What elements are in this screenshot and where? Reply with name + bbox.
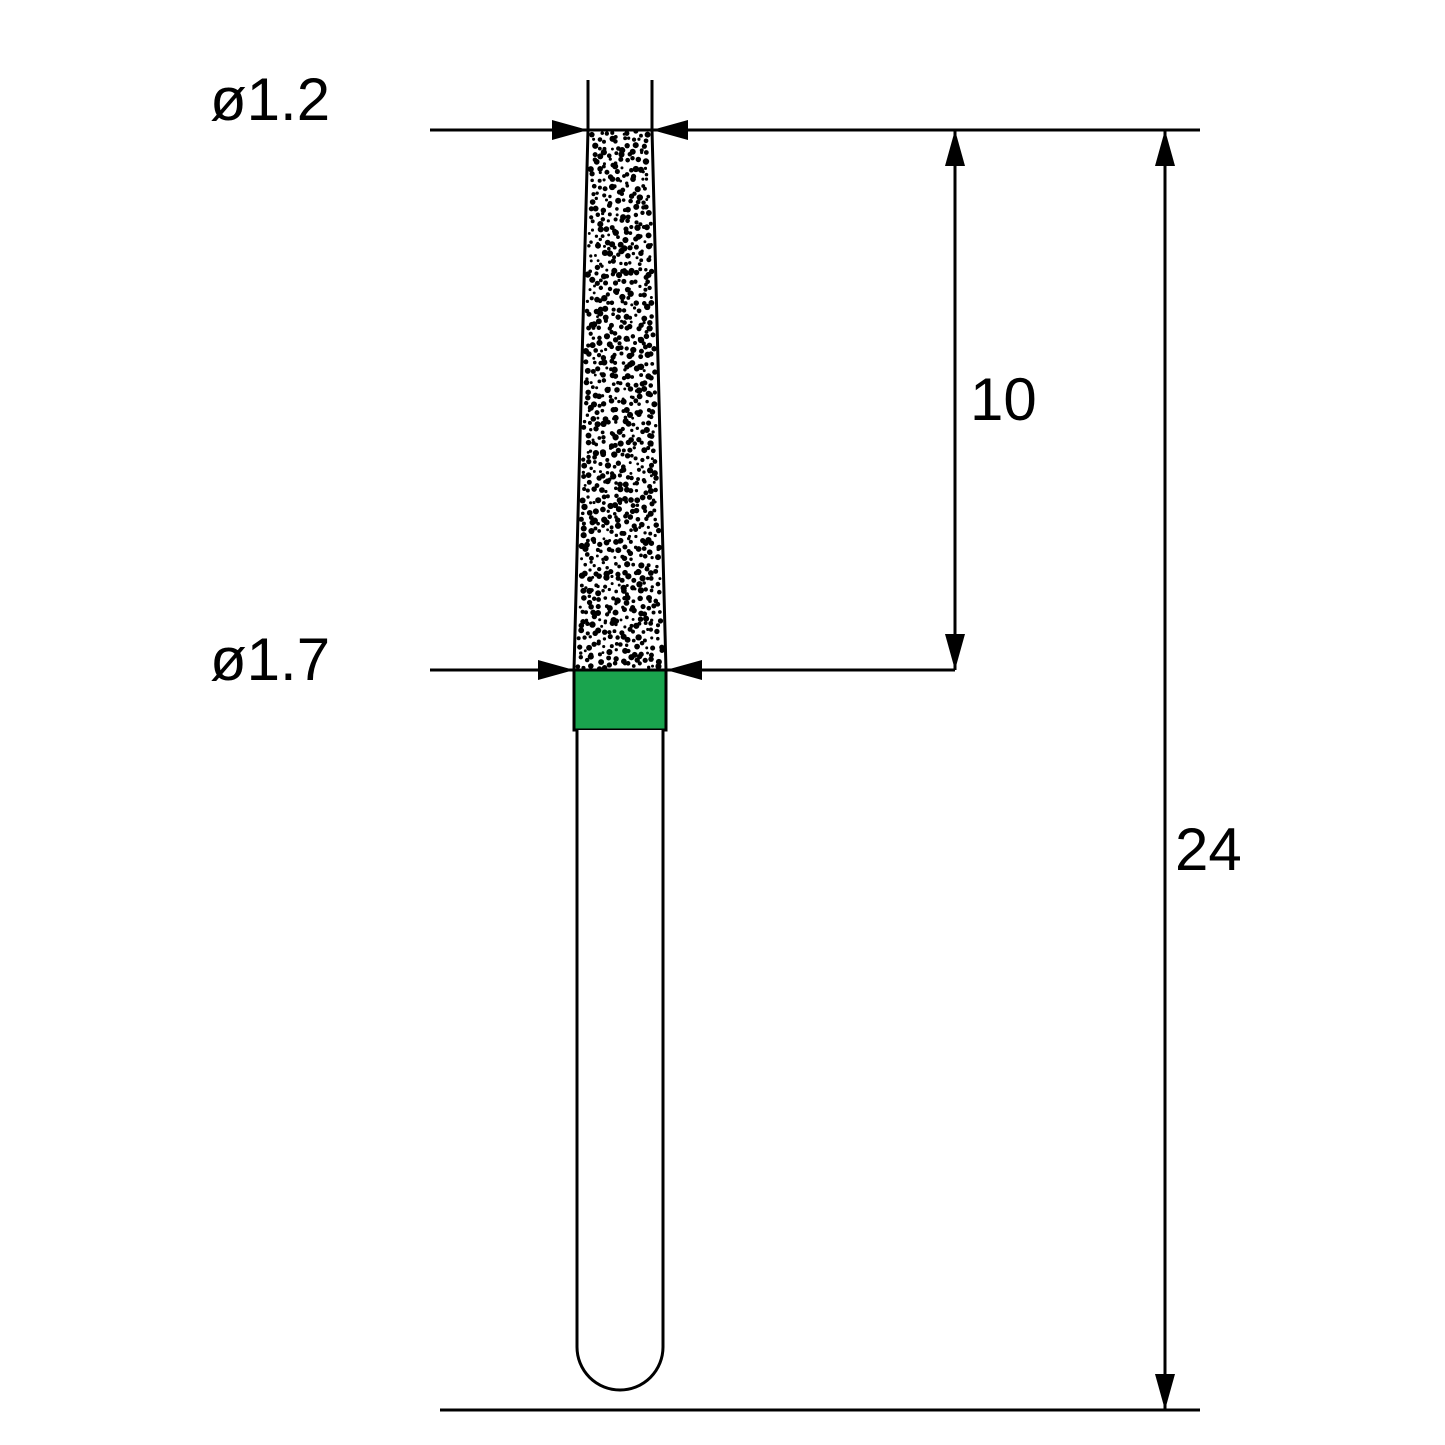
dim-base-diameter: ø1.7 (210, 626, 330, 693)
grit-band (574, 670, 666, 730)
bur-head (574, 129, 666, 672)
shank (577, 730, 663, 1390)
dim-tip-diameter: ø1.2 (210, 66, 330, 133)
dim-head-length: 10 (970, 366, 1037, 433)
dim-overall-length: 24 (1175, 816, 1242, 883)
dental-bur-diagram: ø1.2 ø1.7 10 24 (0, 0, 1445, 1445)
